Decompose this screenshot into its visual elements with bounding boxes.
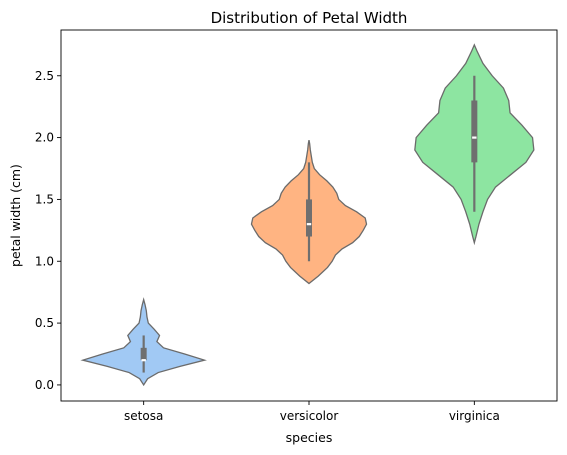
x-axis: setosa versicolor virginica (124, 401, 500, 423)
violin-virginica (414, 43, 535, 246)
chart-title: Distribution of Petal Width (211, 9, 408, 27)
y-tick-label: 0.5 (35, 316, 54, 330)
y-tick-label: 2.5 (35, 69, 54, 83)
y-axis-label: petal width (cm) (8, 164, 23, 267)
y-tick-label: 1.0 (35, 254, 54, 268)
x-axis-label: species (286, 430, 333, 445)
y-tick-label: 0.0 (35, 378, 54, 392)
violin-versicolor (250, 139, 368, 285)
plot-area (80, 43, 535, 387)
y-tick-label: 1.5 (35, 192, 54, 206)
x-tick-label-virginica: virginica (449, 409, 500, 423)
y-tick-label: 2.0 (35, 131, 54, 145)
x-tick-label-setosa: setosa (124, 409, 163, 423)
median-marker (141, 359, 146, 362)
median-marker (306, 223, 312, 226)
y-axis: 0.0 0.5 1.0 1.5 2.0 2.5 (35, 69, 61, 392)
x-tick-label-versicolor: versicolor (280, 409, 339, 423)
median-marker (472, 136, 477, 139)
violin-setosa (80, 297, 207, 387)
